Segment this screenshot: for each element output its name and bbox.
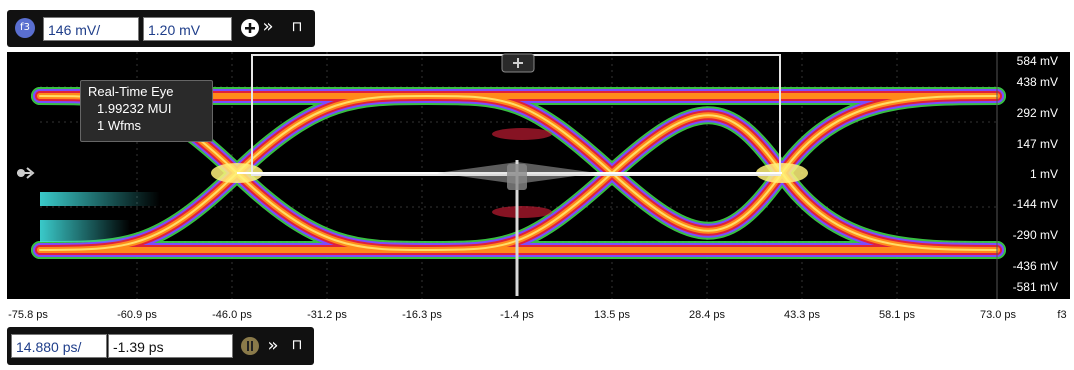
expand-chevron-icon[interactable]: »: [267, 335, 279, 356]
x-axis-channel: f3: [1057, 309, 1067, 321]
x-label-9: 58.1 ps: [878, 309, 916, 321]
x-label-8: 43.3 ps: [783, 309, 821, 321]
pin-icon[interactable]: ⊓: [291, 19, 303, 35]
cursor-center-handle: [507, 164, 527, 190]
info-wfms: 1 Wfms: [97, 118, 142, 133]
x-label-6: 13.5 ps: [593, 309, 631, 321]
y-label-1: 438 mV: [1016, 75, 1058, 89]
x-label-2: -46.0 ps: [212, 309, 252, 321]
x-label-4: -16.3 ps: [402, 309, 442, 321]
y-label-5: -144 mV: [1012, 197, 1058, 211]
x-label-0: -75.8 ps: [8, 309, 48, 321]
horizontal-scale-field[interactable]: 14.880 ps/: [11, 334, 107, 358]
x-label-3: -31.2 ps: [307, 309, 347, 321]
eye-trace-core: [39, 94, 998, 252]
ground-marker-icon: [17, 167, 35, 179]
measurement-info-box: Real-Time Eye 1.99232 MUI 1 Wfms: [80, 80, 213, 142]
cyan-trace-start: [40, 192, 160, 242]
info-title: Real-Time Eye: [88, 84, 174, 99]
horizontal-toolbar: 14.880 ps/ -1.39 ps » ⊓: [7, 327, 314, 365]
channel-badge[interactable]: f3: [15, 18, 35, 38]
x-label-10: 73.0 ps: [979, 309, 1017, 321]
x-label-5: -1.4 ps: [500, 309, 534, 321]
y-label-0: 584 mV: [1016, 54, 1058, 68]
y-label-8: -581 mV: [1012, 280, 1058, 294]
pin-icon[interactable]: ⊓: [291, 337, 303, 353]
x-label-1: -60.9 ps: [117, 309, 157, 321]
info-mui: 1.99232 MUI: [97, 101, 172, 116]
horizontal-position-field[interactable]: -1.39 ps: [108, 334, 233, 358]
y-label-2: 292 mV: [1016, 106, 1058, 120]
y-label-6: -290 mV: [1012, 228, 1058, 242]
vertical-scale-field[interactable]: 146 mV/: [43, 17, 139, 41]
y-label-7: -436 mV: [1012, 259, 1058, 273]
y-label-3: 147 mV: [1016, 137, 1058, 151]
vertical-offset-field[interactable]: 1.20 mV: [143, 17, 232, 41]
vertical-toolbar: f3 146 mV/ 1.20 mV » ⊓: [7, 10, 315, 47]
eye-diagram-plot[interactable]: Real-Time Eye 1.99232 MUI 1 Wfms 584 mV …: [7, 52, 1070, 299]
expand-chevron-icon[interactable]: »: [262, 16, 274, 37]
x-label-7: 28.4 ps: [688, 309, 726, 321]
y-label-4: 1 mV: [1029, 167, 1058, 181]
